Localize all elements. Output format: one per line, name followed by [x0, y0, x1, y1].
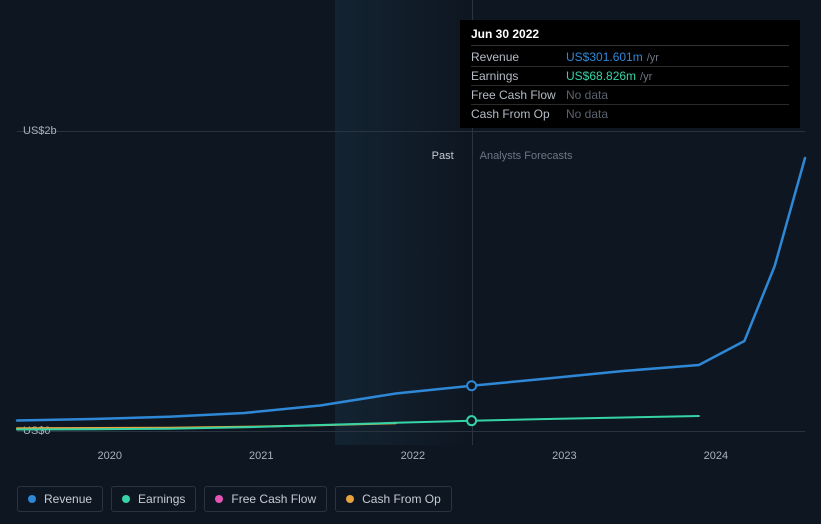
legend-item-cfo[interactable]: Cash From Op: [335, 486, 452, 512]
chart-tooltip: Jun 30 2022 RevenueUS$301.601m/yrEarning…: [460, 20, 800, 128]
legend-label: Free Cash Flow: [231, 492, 316, 506]
tooltip-row: Cash From OpNo data: [471, 105, 789, 123]
legend-dot: [346, 495, 354, 503]
tooltip-nodata: No data: [566, 88, 608, 102]
legend-dot: [28, 495, 36, 503]
legend-dot: [122, 495, 130, 503]
legend-label: Cash From Op: [362, 492, 441, 506]
legend-dot: [215, 495, 223, 503]
x-axis-label: 2020: [98, 450, 122, 462]
tooltip-row: EarningsUS$68.826m/yr: [471, 67, 789, 86]
x-axis-label: 2022: [401, 450, 425, 462]
tooltip-date: Jun 30 2022: [471, 27, 789, 46]
legend-label: Earnings: [138, 492, 185, 506]
legend-label: Revenue: [44, 492, 92, 506]
tooltip-nodata: No data: [566, 107, 608, 121]
x-axis-label: 2021: [249, 450, 273, 462]
tooltip-key: Free Cash Flow: [471, 88, 566, 102]
tooltip-key: Earnings: [471, 69, 566, 83]
chart-legend: Revenue Earnings Free Cash Flow Cash Fro…: [17, 486, 452, 512]
tooltip-unit: /yr: [647, 52, 659, 64]
tooltip-row: Free Cash FlowNo data: [471, 86, 789, 105]
tooltip-unit: /yr: [640, 71, 652, 83]
tooltip-key: Revenue: [471, 50, 566, 64]
tooltip-rows: RevenueUS$301.601m/yrEarningsUS$68.826m/…: [471, 48, 789, 123]
legend-item-revenue[interactable]: Revenue: [17, 486, 103, 512]
tooltip-value: US$68.826m: [566, 69, 636, 83]
tooltip-key: Cash From Op: [471, 107, 566, 121]
x-axis-label: 2023: [552, 450, 576, 462]
legend-item-fcf[interactable]: Free Cash Flow: [204, 486, 327, 512]
x-axis-label: 2024: [704, 450, 728, 462]
tooltip-value: US$301.601m: [566, 50, 643, 64]
legend-item-earnings[interactable]: Earnings: [111, 486, 196, 512]
tooltip-row: RevenueUS$301.601m/yr: [471, 48, 789, 67]
